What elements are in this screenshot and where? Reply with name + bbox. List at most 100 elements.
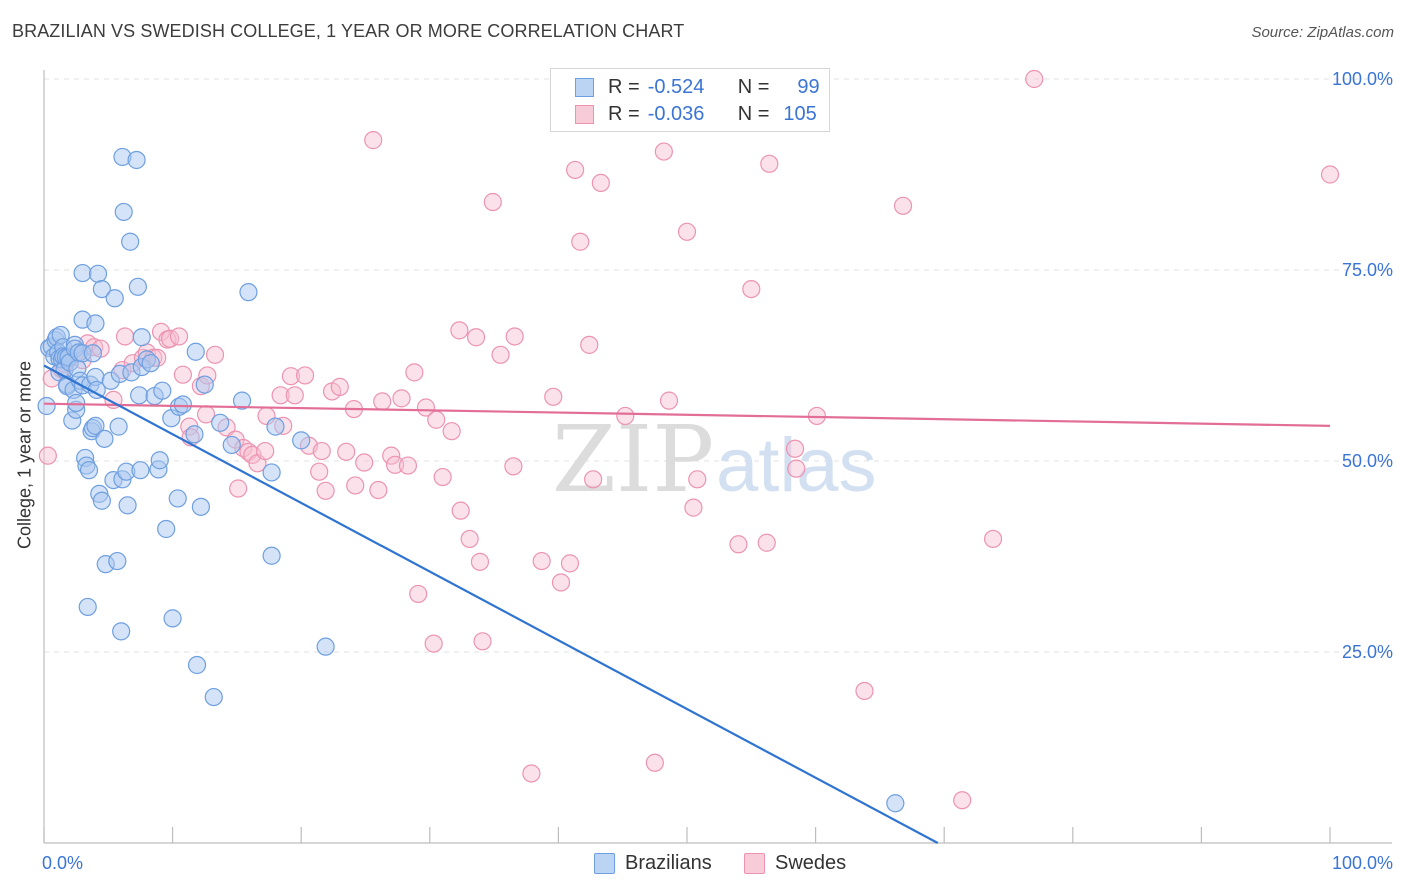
swedes-point [787, 459, 806, 478]
swedes-point [654, 142, 673, 161]
legend-n-label: N = [737, 102, 770, 125]
swedes-point [504, 457, 523, 476]
swedes-point [505, 327, 524, 346]
swedes-point [571, 232, 590, 251]
brazilians-point [187, 655, 207, 675]
swedes-point [405, 363, 424, 382]
swedes-point [760, 154, 779, 173]
axes [43, 70, 1392, 844]
brazilians-point [262, 546, 281, 565]
swedes-point [295, 366, 315, 385]
swedes-point [566, 160, 585, 180]
y-tick-label: 50.0% [1342, 451, 1393, 471]
brazilians-point [88, 264, 108, 283]
legend-r-value: -0.036 [647, 102, 705, 125]
swedes-point [355, 453, 374, 472]
swedes-point [312, 441, 331, 461]
brazilians-trend-line [43, 364, 939, 844]
brazilians-point [118, 496, 137, 515]
brazilians-point [204, 687, 223, 707]
y-tick-label: 75.0% [1342, 260, 1393, 280]
swedes-point [151, 322, 171, 341]
swedes-point [373, 392, 392, 411]
brazilians-point [105, 289, 124, 308]
legend-r-label: R = [608, 102, 640, 125]
brazilians-point [114, 202, 133, 222]
swedes-point [757, 533, 776, 552]
legend-row-swedes: R = -0.036 N = 105 [575, 99, 817, 129]
brazilians-legend-label: Brazilians [625, 852, 712, 874]
chart-title: BRAZILIAN VS SWEDISH COLLEGE, 1 YEAR OR … [12, 21, 685, 41]
brazilians-point [131, 461, 150, 480]
brazilians-point [266, 417, 285, 436]
swedes-point [688, 470, 707, 489]
swedes-point [173, 365, 192, 384]
brazilians-point [86, 314, 105, 333]
brazilians-point [316, 637, 335, 656]
swedes-point [229, 479, 248, 498]
x-tick-label: 0.0% [42, 853, 83, 873]
brazilians-point [886, 794, 905, 813]
swedes-legend-swatch [744, 853, 765, 874]
swedes-point [38, 446, 57, 465]
brazilians-point [232, 391, 252, 410]
brazilians-point [95, 429, 114, 448]
brazilians-point [185, 425, 204, 444]
y-tick-label: 100.0% [1332, 69, 1393, 89]
swedes-point [451, 501, 470, 520]
brazilians-point [195, 375, 214, 394]
swedes-point [337, 442, 356, 461]
brazilians-point [150, 451, 169, 470]
legend-r-value: -0.524 [647, 75, 705, 98]
x-tick-label: 100.0% [1332, 853, 1393, 873]
swedes-point [424, 634, 443, 653]
swedes-point [785, 439, 805, 458]
brazilians-point [128, 277, 147, 296]
y-tick-label: 25.0% [1342, 642, 1393, 662]
y-axis-label: College, 1 year or more [14, 360, 35, 550]
swedes-point [659, 391, 679, 410]
swedes-point [285, 386, 304, 405]
swedes-point [450, 321, 469, 340]
brazilians-point [262, 463, 281, 482]
source-label: Source: ZipAtlas.com [1251, 24, 1394, 41]
swedes-point [392, 389, 411, 408]
brazilians-point [108, 551, 127, 571]
swedes-point [983, 529, 1003, 549]
swedes-point [271, 386, 290, 405]
brazilians-point [79, 461, 99, 480]
brazilians-point [163, 609, 182, 628]
swedes-point [532, 551, 551, 571]
swedes-point [433, 467, 452, 487]
swedes-point [551, 573, 571, 592]
brazilians-point [132, 328, 151, 347]
brazilians-point [239, 283, 258, 302]
swedes-point [616, 406, 635, 426]
brazilians-point [191, 497, 210, 516]
swedes-point [169, 327, 189, 346]
swedes-point [729, 535, 748, 554]
brazilians-point [127, 150, 146, 170]
brazilians-point [186, 342, 205, 361]
swedes-point [584, 470, 603, 489]
swedes-point [364, 131, 383, 150]
swedes-legend-label: Swedes [775, 852, 847, 874]
watermark-zip: ZIP [552, 406, 714, 513]
swedes-point [385, 455, 405, 474]
swedes-point [591, 173, 610, 193]
brazilians-point [130, 386, 149, 405]
brazilians-swatch [575, 77, 594, 97]
swedes-point [470, 552, 490, 571]
swedes-point [645, 753, 664, 772]
swedes-point [427, 410, 446, 429]
swedes-point [580, 335, 599, 354]
brazilians-point [153, 381, 172, 400]
swedes-point [742, 280, 761, 299]
swedes-point [409, 584, 428, 604]
bottom-legend-swedes: Swedes [744, 852, 846, 875]
brazilians-point [92, 280, 111, 299]
swedes-point [442, 422, 461, 441]
swedes-point [1025, 69, 1044, 89]
brazilians-points [37, 147, 905, 813]
swedes-point [953, 791, 972, 810]
